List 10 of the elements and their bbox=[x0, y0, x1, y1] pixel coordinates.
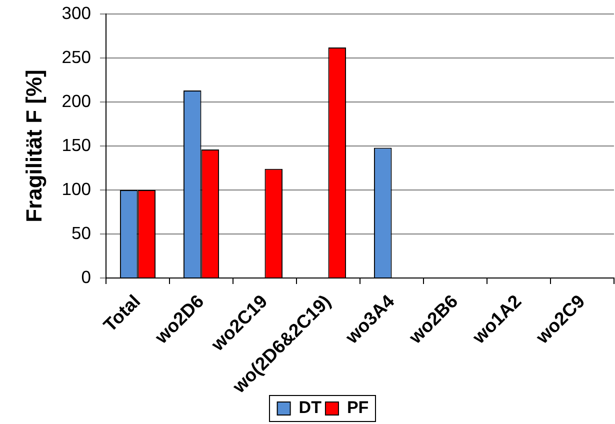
y-tick-label: 150 bbox=[62, 134, 92, 155]
y-tick-label: 300 bbox=[62, 2, 92, 23]
y-tick-label: 50 bbox=[72, 222, 92, 243]
y-tick-label: 0 bbox=[81, 266, 92, 287]
y-tick-label: 200 bbox=[62, 90, 92, 111]
y-axis-title: Fragilität F [%] bbox=[21, 70, 46, 222]
y-tick-label: 100 bbox=[62, 178, 92, 199]
legend-label: PF bbox=[346, 398, 369, 418]
y-tick-label: 250 bbox=[62, 46, 92, 67]
legend-label: DT bbox=[298, 398, 322, 418]
